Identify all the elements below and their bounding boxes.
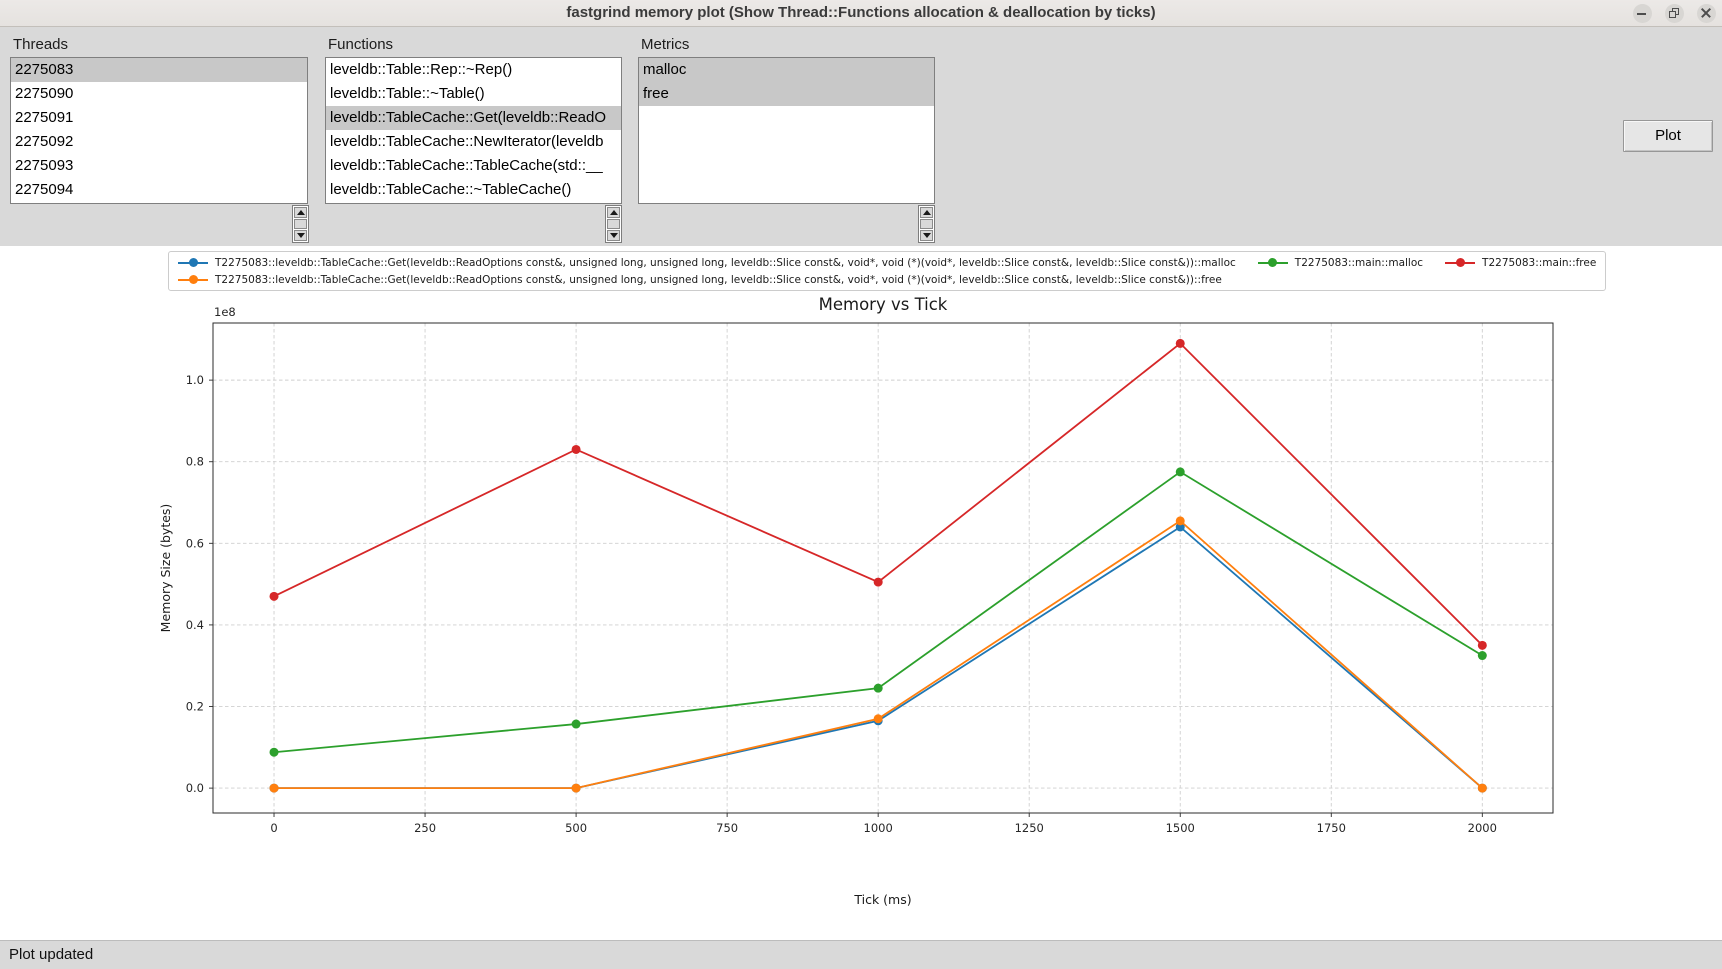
legend-label: T2275083::leveldb::TableCache::Get(level… <box>215 256 1236 269</box>
plot-button[interactable]: Plot <box>1623 120 1713 152</box>
legend-item: T2275083::leveldb::TableCache::Get(level… <box>178 272 1236 287</box>
svg-text:0.8: 0.8 <box>186 455 204 469</box>
thread-item[interactable]: 2275093 <box>15 157 74 174</box>
threads-scrollbar[interactable] <box>292 205 309 243</box>
chart-legend: T2275083::leveldb::TableCache::Get(level… <box>168 251 1607 291</box>
chart-canvas: T2275083::leveldb::TableCache::Get(level… <box>0 246 1722 940</box>
legend-item: T2275083::main::free <box>1445 255 1596 270</box>
minimize-button[interactable] <box>1633 4 1652 23</box>
svg-text:Memory vs Tick: Memory vs Tick <box>819 295 948 314</box>
svg-text:1.0: 1.0 <box>186 373 204 387</box>
control-panel: Threads 2275083 2275090 2275091 2275092 … <box>0 27 1722 246</box>
statusbar: Plot updated <box>0 940 1722 969</box>
functions-scrollbar[interactable] <box>605 205 622 243</box>
maximize-button[interactable] <box>1665 4 1684 23</box>
legend-label: T2275083::leveldb::TableCache::Get(level… <box>215 273 1222 286</box>
status-text: Plot updated <box>9 946 94 963</box>
function-item[interactable]: leveldb::TableCache::TableCache(std::__ <box>330 157 603 174</box>
legend-marker <box>178 274 208 285</box>
svg-text:0.2: 0.2 <box>186 700 204 714</box>
metrics-label: Metrics <box>641 36 690 53</box>
svg-text:0.6: 0.6 <box>186 536 204 550</box>
svg-text:2000: 2000 <box>1468 821 1497 835</box>
function-item[interactable]: leveldb::TableCache::~TableCache() <box>330 181 572 198</box>
legend-item: T2275083::main::malloc <box>1257 255 1424 270</box>
titlebar: fastgrind memory plot (Show Thread::Func… <box>0 0 1722 27</box>
memory-vs-tick-plot: 0 250 500 750 1000 1250 1500 1750 2000 0.0 0.2 0.4 0… <box>158 295 1554 907</box>
svg-text:500: 500 <box>565 821 587 835</box>
scroll-thumb[interactable] <box>607 218 620 230</box>
threads-listbox[interactable]: 2275083 2275090 2275091 2275092 2275093 … <box>10 57 308 204</box>
scroll-up-icon[interactable] <box>607 207 620 218</box>
svg-text:1500: 1500 <box>1166 821 1195 835</box>
thread-item[interactable]: 2275091 <box>15 109 74 126</box>
svg-text:Tick (ms): Tick (ms) <box>853 892 911 907</box>
scroll-down-icon[interactable] <box>920 230 933 242</box>
scroll-down-icon[interactable] <box>294 230 307 242</box>
svg-text:1000: 1000 <box>864 821 893 835</box>
scroll-thumb[interactable] <box>920 218 933 230</box>
thread-item[interactable]: 2275083 <box>11 58 307 82</box>
metrics-scrollbar[interactable] <box>918 205 935 243</box>
function-item[interactable]: leveldb::Table::Rep::~Rep() <box>330 61 513 78</box>
scroll-down-icon[interactable] <box>607 230 620 242</box>
functions-listbox[interactable]: leveldb::Table::Rep::~Rep() leveldb::Tab… <box>325 57 622 204</box>
legend-marker <box>1257 257 1288 268</box>
scroll-up-icon[interactable] <box>294 207 307 218</box>
function-item[interactable]: leveldb::Table::~Table() <box>330 85 485 102</box>
close-button[interactable] <box>1697 4 1716 23</box>
legend-label: T2275083::main::free <box>1482 256 1597 269</box>
svg-text:0: 0 <box>270 821 277 835</box>
scroll-up-icon[interactable] <box>920 207 933 218</box>
svg-text:Memory Size (bytes): Memory Size (bytes) <box>158 504 173 633</box>
scroll-thumb[interactable] <box>294 218 307 230</box>
function-item[interactable]: leveldb::TableCache::Get(leveldb::ReadO <box>326 106 621 130</box>
svg-text:250: 250 <box>414 821 436 835</box>
legend-label: T2275083::main::malloc <box>1294 256 1424 269</box>
svg-text:0.4: 0.4 <box>186 618 204 632</box>
svg-text:1250: 1250 <box>1015 821 1044 835</box>
legend-marker <box>178 257 208 268</box>
svg-text:750: 750 <box>716 821 738 835</box>
thread-item[interactable]: 2275090 <box>15 85 74 102</box>
svg-text:0.0: 0.0 <box>186 781 204 795</box>
metric-item[interactable]: free <box>639 82 934 106</box>
metrics-listbox[interactable]: malloc free <box>638 57 935 204</box>
svg-text:1750: 1750 <box>1317 821 1346 835</box>
threads-label: Threads <box>13 36 69 53</box>
window-title: fastgrind memory plot (Show Thread::Func… <box>566 4 1156 21</box>
minimize-icon <box>1637 13 1646 15</box>
metric-item[interactable]: malloc <box>639 58 934 82</box>
legend-marker <box>1445 257 1476 268</box>
thread-item[interactable]: 2275094 <box>15 181 74 198</box>
thread-item[interactable]: 2275092 <box>15 133 74 150</box>
svg-text:1e8: 1e8 <box>214 305 236 319</box>
function-item[interactable]: leveldb::TableCache::NewIterator(leveldb <box>330 133 604 150</box>
legend-item: T2275083::leveldb::TableCache::Get(level… <box>178 255 1236 270</box>
functions-label: Functions <box>328 36 394 53</box>
